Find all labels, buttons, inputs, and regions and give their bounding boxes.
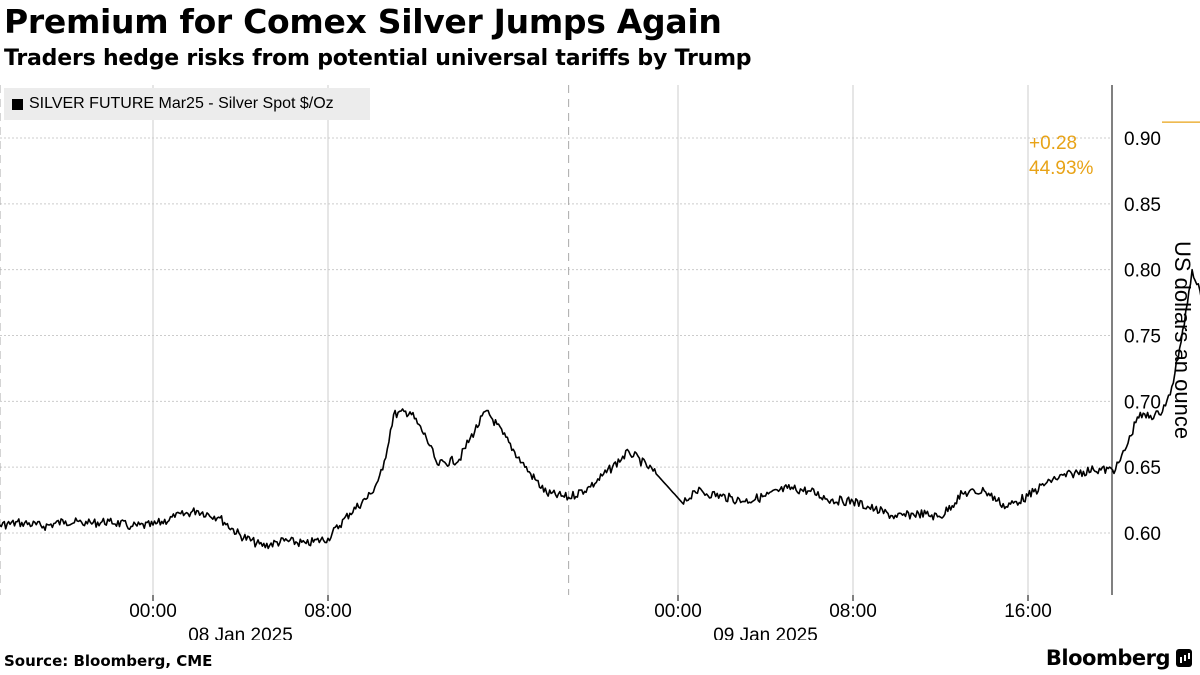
y-tick-label: 0.85	[1124, 195, 1161, 216]
y-tick-label: 0.75	[1124, 327, 1161, 348]
bloomberg-icon	[1176, 649, 1192, 667]
brand-name: Bloomberg	[1045, 646, 1171, 670]
legend: SILVER FUTURE Mar25 - Silver Spot $/Oz	[4, 88, 370, 120]
page-subtitle: Traders hedge risks from potential unive…	[4, 46, 752, 71]
x-date-label: 09 Jan 2025	[713, 625, 818, 640]
series-line	[0, 268, 1200, 550]
y-tick-label: 0.60	[1124, 524, 1161, 545]
brand-logo: Bloomberg	[1046, 646, 1192, 670]
y-tick-label: 0.80	[1124, 261, 1161, 282]
change-annotation: +0.28	[1029, 133, 1077, 154]
x-tick-label: 16:00	[1004, 601, 1052, 622]
chart-area: 0.90 0.85 0.80 0.75 0.70 0.65 0.60 00:00 08:00 00…	[0, 85, 1200, 640]
legend-swatch	[12, 98, 23, 110]
legend-label: SILVER FUTURE Mar25 - Silver Spot $/Oz	[29, 95, 334, 112]
y-axis-label: US dollars an ounce	[1170, 241, 1195, 439]
y-tick-label: 0.90	[1124, 129, 1161, 150]
y-tick-label: 0.65	[1124, 458, 1161, 479]
x-tick-label: 00:00	[129, 601, 177, 622]
page-title: Premium for Comex Silver Jumps Again	[4, 2, 722, 41]
x-tick-label: 08:00	[304, 601, 352, 622]
x-tick-label: 08:00	[829, 601, 877, 622]
x-tick-label: 00:00	[654, 601, 702, 622]
source-note: Source: Bloomberg, CME	[4, 652, 213, 670]
y-tick-label: 0.70	[1124, 392, 1161, 413]
pct-change-annotation: 44.93%	[1029, 158, 1094, 179]
x-date-label: 08 Jan 2025	[188, 625, 293, 640]
